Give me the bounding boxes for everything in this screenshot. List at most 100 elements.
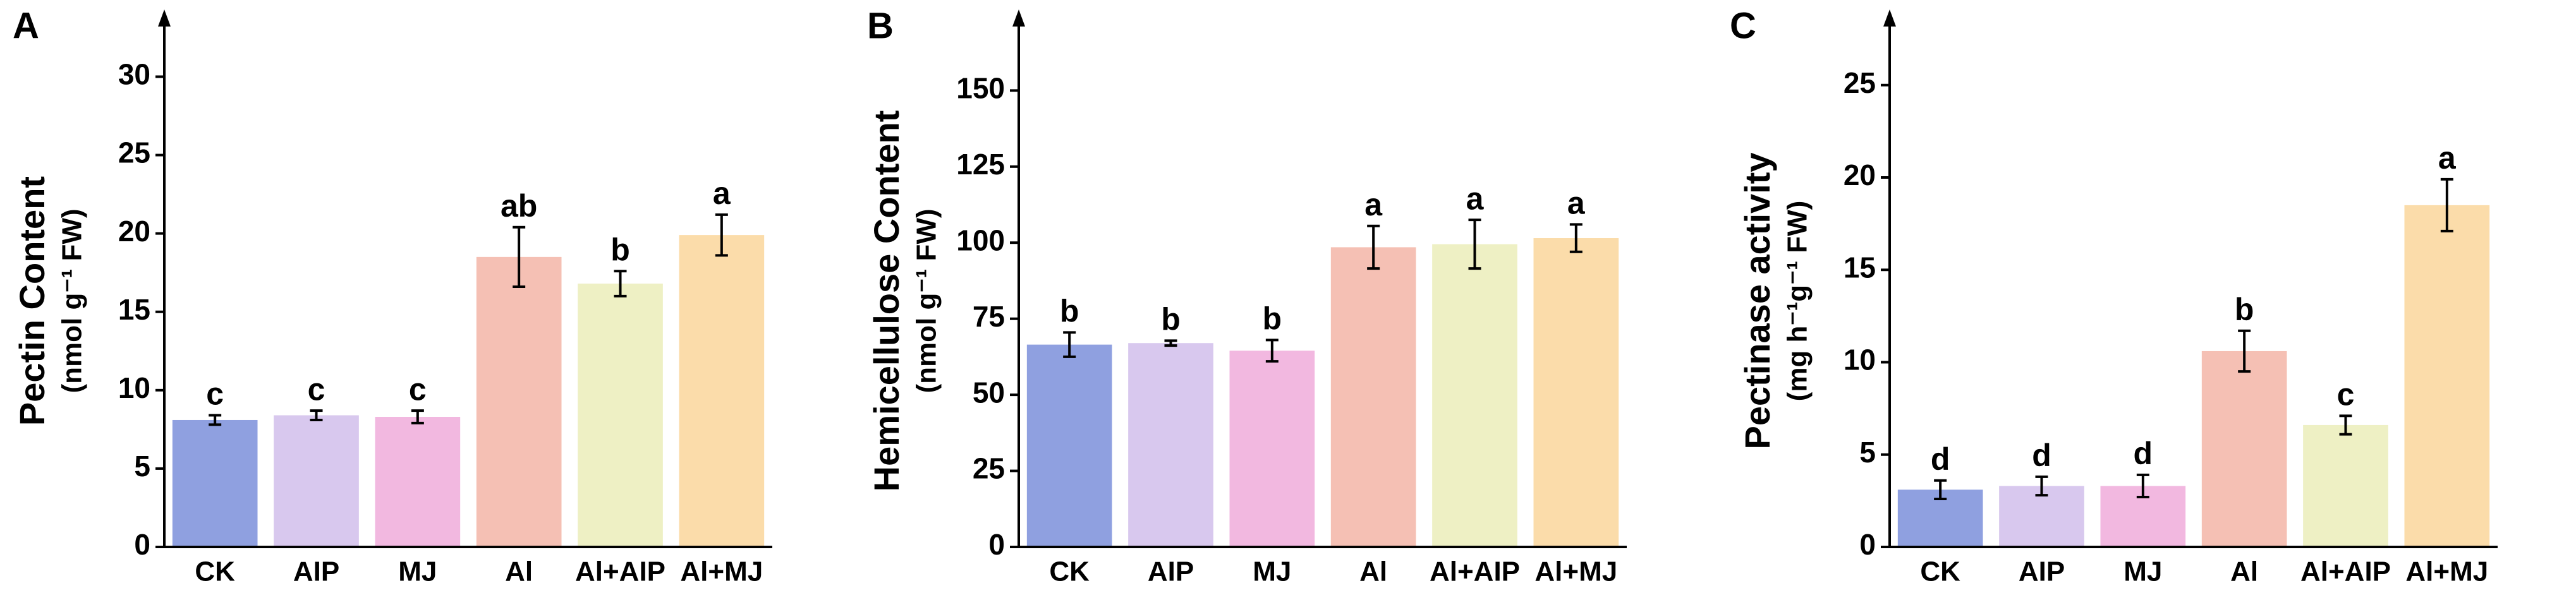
y-axis-title: Pectin Content — [12, 176, 52, 426]
y-tick-label: 20 — [1844, 159, 1876, 191]
significance-letter: b — [611, 232, 630, 267]
significance-letter: c — [308, 371, 325, 407]
significance-letter: a — [1466, 181, 1485, 216]
error-bar — [310, 409, 323, 421]
bar — [2201, 351, 2287, 547]
significance-letter: b — [1060, 294, 1079, 329]
bar — [1128, 343, 1213, 547]
error-bar — [1468, 219, 1481, 270]
bar — [2404, 205, 2490, 547]
x-tick-label: CK — [1920, 556, 1960, 587]
x-tick-label: Al — [1359, 556, 1387, 587]
y-tick-label: 0 — [134, 528, 150, 561]
error-bar — [513, 225, 526, 289]
bar — [2303, 424, 2388, 547]
significance-letter: d — [2032, 438, 2051, 473]
bar — [1330, 247, 1416, 547]
significance-letter: b — [1161, 302, 1181, 337]
x-tick-label: MJ — [398, 556, 437, 587]
y-tick-label: 0 — [988, 528, 1005, 561]
x-tick-label: Al+MJ — [2405, 556, 2488, 587]
y-tick-label: 30 — [118, 58, 150, 91]
y-axis-arrow — [1883, 9, 1896, 27]
significance-letter: b — [1263, 301, 1282, 337]
bar — [172, 419, 258, 547]
y-axis-unit: (nmol g⁻¹ FW) — [911, 208, 942, 393]
significance-letter: d — [1931, 441, 1950, 477]
y-tick-label: 25 — [1844, 66, 1876, 99]
y-axis-title: Pectinase activity — [1737, 152, 1777, 449]
significance-letter: a — [713, 176, 731, 211]
y-tick-label: 25 — [118, 136, 150, 169]
error-bar — [1934, 479, 1947, 500]
x-tick-label: MJ — [1253, 556, 1291, 587]
significance-letter: d — [2134, 436, 2153, 471]
error-bar — [209, 414, 222, 426]
x-tick-label: AIP — [1148, 556, 1194, 587]
bar — [679, 235, 765, 547]
y-tick-label: 100 — [956, 224, 1005, 256]
bar — [1533, 238, 1619, 547]
significance-letter: c — [2337, 377, 2355, 412]
x-tick-label: CK — [195, 556, 235, 587]
y-tick-label: 10 — [1844, 344, 1876, 376]
error-bar — [1164, 339, 1177, 347]
bar — [375, 417, 461, 547]
x-tick-label: AIP — [2019, 556, 2065, 587]
y-tick-label: 5 — [1859, 436, 1876, 469]
x-tick-label: Al+MJ — [680, 556, 763, 587]
y-tick-label: 150 — [956, 72, 1005, 105]
y-axis-unit: (nmol g⁻¹ FW) — [57, 208, 88, 393]
y-tick-label: 10 — [118, 371, 150, 404]
significance-letter: c — [206, 376, 224, 412]
panel: B Hemicellulose Content (nmol g⁻¹ FW) 0 25 50… — [866, 5, 1627, 587]
error-bar — [2136, 473, 2149, 499]
panel: A Pectin Content (nmol g⁻¹ FW) 0 5 10 15 20 25 30… — [12, 5, 772, 587]
y-tick-label: 15 — [118, 293, 150, 326]
y-tick-label: 20 — [118, 215, 150, 248]
y-tick-label: 0 — [1859, 528, 1876, 561]
bar — [274, 415, 359, 547]
x-tick-label: Al+MJ — [1534, 556, 1617, 587]
y-axis-arrow — [1012, 9, 1025, 27]
x-tick-label: Al+AIP — [575, 556, 665, 587]
error-bar — [1265, 339, 1279, 363]
error-bar — [1063, 331, 1076, 358]
error-bar — [2238, 329, 2251, 373]
y-tick-label: 15 — [1844, 251, 1876, 284]
y-tick-label: 25 — [973, 452, 1005, 485]
error-bar — [411, 409, 424, 424]
x-tick-label: MJ — [2123, 556, 2162, 587]
x-tick-label: Al — [505, 556, 533, 587]
panel-label: B — [867, 5, 894, 46]
error-bar — [2339, 414, 2352, 436]
error-bar — [2440, 177, 2453, 232]
bar — [1432, 244, 1517, 547]
significance-letter: a — [2438, 140, 2457, 176]
significance-letter: c — [409, 371, 427, 407]
error-bar — [2035, 475, 2048, 497]
y-axis-unit: (mg h⁻¹g⁻¹ FW) — [1782, 201, 1813, 402]
significance-letter: a — [1364, 187, 1383, 222]
x-tick-label: AIP — [293, 556, 339, 587]
significance-letter: b — [2235, 292, 2254, 327]
y-tick-label: 50 — [973, 376, 1005, 409]
error-bar — [1367, 224, 1380, 270]
x-tick-label: CK — [1049, 556, 1090, 587]
significance-letter: ab — [501, 188, 537, 224]
error-bar — [614, 270, 627, 297]
y-tick-label: 125 — [956, 148, 1005, 181]
error-bar — [1569, 223, 1583, 253]
bar — [578, 284, 663, 547]
panel-label: C — [1730, 5, 1756, 46]
significance-letter: a — [1567, 186, 1586, 221]
bar — [476, 256, 562, 547]
error-bar — [715, 213, 728, 257]
y-tick-label: 75 — [973, 300, 1005, 333]
y-tick-label: 5 — [134, 450, 150, 483]
x-tick-label: Al+AIP — [2300, 556, 2391, 587]
bar — [1026, 344, 1112, 547]
y-axis-arrow — [158, 9, 171, 27]
